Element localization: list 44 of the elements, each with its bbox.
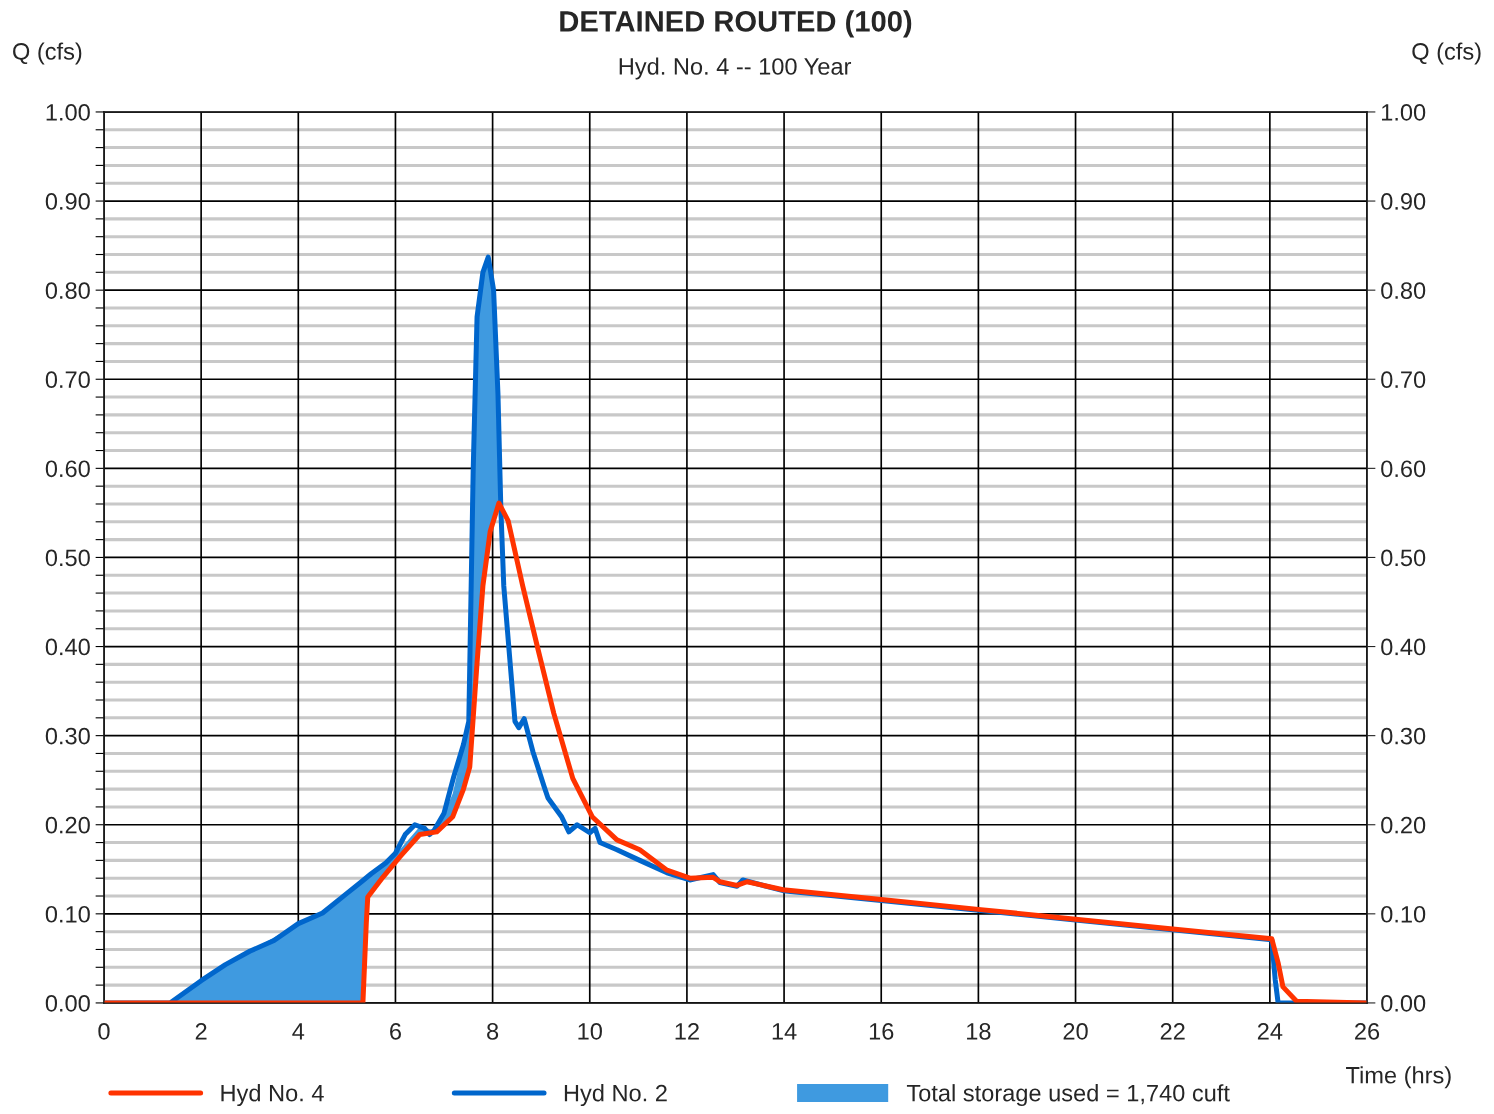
y-tick-label: 0.20 — [45, 816, 90, 834]
y-tick-label: 0.30 — [45, 727, 90, 745]
x-tick-label: 0 — [98, 1023, 110, 1040]
x-tick-label: 12 — [675, 1023, 699, 1040]
legend-label: Hyd No. 4 — [221, 1084, 324, 1107]
x-tick-label: 14 — [772, 1023, 797, 1040]
x-axis-title: Time (hrs) — [1346, 1066, 1451, 1089]
y-tick-label: 0.80 — [45, 282, 90, 299]
y2-tick-label: 0.90 — [1381, 193, 1426, 210]
y2-tick-label: 0.30 — [1381, 727, 1426, 745]
y-tick-label: 0.50 — [45, 549, 90, 567]
x-tick-label: 6 — [390, 1023, 401, 1040]
y2-tick-label: 1.00 — [1382, 104, 1426, 121]
x-tick-label: 22 — [1160, 1023, 1185, 1040]
y-tick-label: 0.40 — [45, 638, 90, 656]
y2-tick-label: 0.80 — [1381, 282, 1426, 299]
y-tick-label: 0.10 — [45, 905, 90, 923]
y-tick-label: 0.00 — [45, 995, 90, 1012]
y2-tick-label: 0.40 — [1381, 638, 1426, 656]
y-tick-label: 1.00 — [46, 104, 90, 121]
y-tick-label: 0.60 — [45, 460, 90, 478]
legend-label: Total storage used = 1,740 cuft — [906, 1084, 1230, 1107]
y-tick-label: 0.90 — [45, 193, 90, 210]
x-tick-label: 20 — [1063, 1023, 1088, 1040]
x-tick-label: 2 — [195, 1023, 207, 1040]
x-tick-label: 4 — [292, 1023, 305, 1040]
y-axis-title: Q (cfs) — [13, 42, 82, 65]
y2-tick-label: 0.50 — [1381, 549, 1426, 567]
x-tick-label: 8 — [487, 1023, 499, 1040]
chart-subtitle: Hyd. No. 4 -- 100 Year — [619, 57, 852, 80]
y2-axis-title: Q (cfs) — [1412, 42, 1481, 65]
x-tick-label: 26 — [1355, 1023, 1380, 1040]
y2-tick-label: 0.20 — [1381, 816, 1426, 834]
y-tick-label: 0.70 — [45, 371, 90, 389]
chart-title: DETAINED ROUTED (100) — [560, 10, 912, 38]
legend-label: Hyd No. 2 — [564, 1084, 667, 1107]
x-tick-label: 24 — [1257, 1023, 1283, 1040]
y2-tick-label: 0.60 — [1381, 460, 1426, 478]
x-tick-label: 16 — [869, 1023, 894, 1040]
x-tick-label: 10 — [578, 1023, 602, 1040]
y2-tick-label: 0.70 — [1381, 371, 1426, 389]
y2-tick-label: 0.10 — [1381, 905, 1426, 923]
y2-tick-label: 0.00 — [1381, 995, 1426, 1012]
x-tick-label: 18 — [967, 1023, 991, 1040]
